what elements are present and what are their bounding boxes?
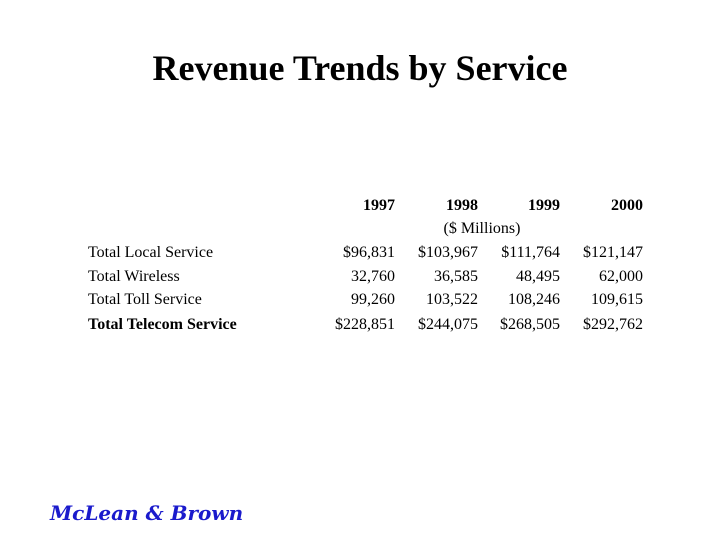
column-header: 1997: [363, 197, 395, 214]
unit-note: ($ Millions): [444, 220, 521, 237]
table-cell: 36,585: [434, 268, 478, 285]
row-label: Total Telecom Service: [88, 316, 237, 333]
column-header: 1999: [528, 197, 560, 214]
table: 1997 1998 1999 2000 Total Local Service $96,8…: [88, 197, 643, 333]
table-cell: $244,075: [418, 316, 478, 333]
column-header: 2000: [611, 197, 643, 214]
table-cell: $292,762: [583, 316, 643, 333]
row-label: Total Toll Service: [88, 291, 202, 308]
table-cell: $96,831: [343, 244, 395, 261]
table-cell: $103,967: [418, 244, 478, 261]
table-cell: 48,495: [516, 268, 560, 285]
table-cell: 108,246: [508, 291, 560, 308]
table-cell: $121,147: [583, 244, 643, 261]
table-cell: 32,760: [351, 268, 395, 285]
table-cell: 99,260: [351, 291, 395, 308]
table-cell: 109,615: [591, 291, 643, 308]
table-cell: 62,000: [599, 268, 643, 285]
logo: McLean & Brown: [49, 501, 243, 525]
row-label: Total Wireless: [88, 268, 180, 285]
table-cell: $228,851: [335, 316, 395, 333]
slide-title: Revenue Trends by Service: [153, 48, 568, 88]
table-cell: $111,764: [501, 244, 560, 261]
column-header: 1998: [446, 197, 478, 214]
table-cell: 103,522: [426, 291, 478, 308]
table-cell: $268,505: [500, 316, 560, 333]
row-label: Total Local Service: [88, 244, 213, 261]
